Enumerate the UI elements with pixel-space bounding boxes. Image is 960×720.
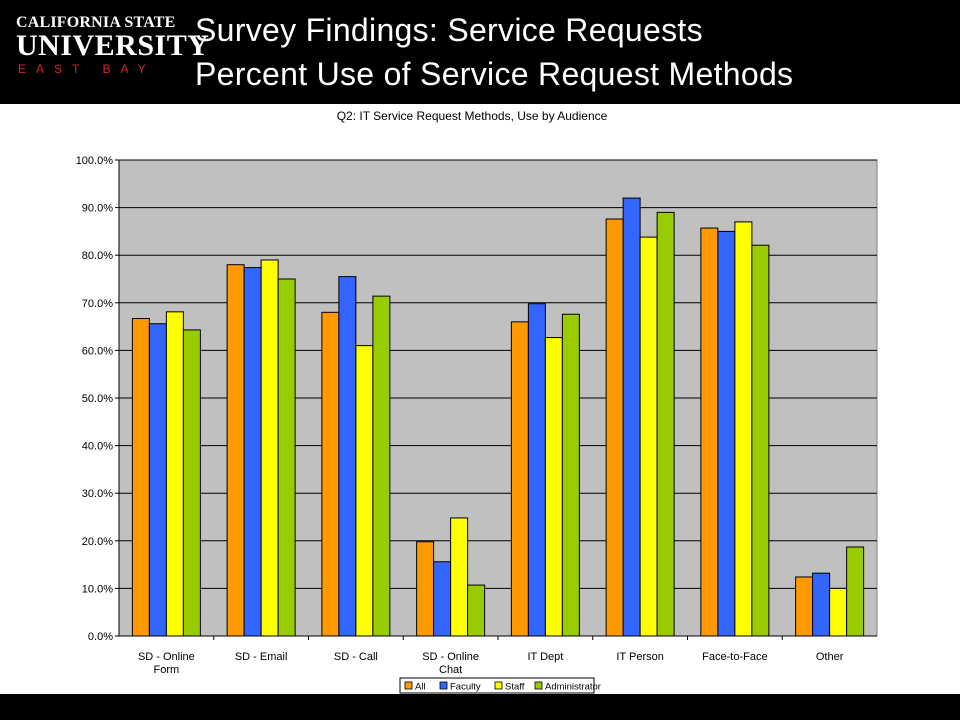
bar-all (226, 264, 245, 637)
footer-bar (0, 694, 960, 720)
bar-all (700, 227, 719, 637)
y-tick-label: 50.0% (82, 393, 113, 405)
y-tick-label: 90.0% (82, 203, 113, 215)
bar-administrator (277, 278, 296, 637)
x-tick-label: SD - Online (422, 651, 479, 663)
bar-staff (165, 311, 184, 637)
chart-title: Q2: IT Service Request Methods, Use by A… (337, 109, 608, 123)
y-tick-label: 10.0% (82, 583, 113, 595)
bar-administrator (182, 329, 201, 637)
bar-staff (450, 517, 469, 637)
bar-chart: Q2: IT Service Request Methods, Use by A… (76, 109, 878, 694)
y-tick-label: 80.0% (82, 250, 113, 262)
bar-faculty (622, 197, 641, 637)
bar-faculty (433, 561, 452, 637)
bar-administrator (561, 313, 580, 637)
bar-all (795, 576, 814, 637)
legend-swatch (404, 681, 413, 690)
header-bar: CALIFORNIA STATE UNIVERSITY EAST BAY Sur… (0, 0, 960, 104)
bar-faculty (148, 323, 167, 637)
bar-staff (260, 259, 279, 637)
university-logo: CALIFORNIA STATE UNIVERSITY EAST BAY (10, 14, 209, 84)
bar-staff (544, 337, 563, 637)
y-tick-label: 60.0% (82, 345, 113, 357)
bar-administrator (467, 584, 486, 637)
y-tick-label: 100.0% (76, 155, 114, 167)
x-tick-label: Form (154, 664, 180, 676)
bar-all (605, 218, 624, 637)
y-tick-label: 20.0% (82, 536, 113, 548)
legend-label: All (415, 682, 426, 693)
legend-label: Administrator (545, 682, 601, 693)
slide-subtitle: Percent Use of Service Request Methods (195, 56, 794, 92)
x-tick-label: SD - Online (138, 651, 195, 663)
bar-staff (734, 221, 753, 637)
y-tick-label: 0.0% (88, 631, 113, 643)
bar-administrator (751, 244, 770, 637)
logo-line-1: CALIFORNIA STATE (16, 14, 176, 31)
bar-staff (355, 345, 374, 637)
logo-line-3: EAST BAY (18, 62, 156, 76)
bar-administrator (846, 546, 865, 637)
logo-line-2: UNIVERSITY (16, 29, 210, 62)
y-tick-label: 70.0% (82, 298, 113, 310)
x-tick-label: Face-to-Face (702, 651, 767, 663)
bar-faculty (717, 230, 736, 637)
chart-panel: Q2: IT Service Request Methods, Use by A… (0, 104, 960, 694)
legend-label: Staff (505, 682, 525, 693)
x-tick-label: Other (816, 651, 844, 663)
legend-swatch (534, 681, 543, 690)
bar-faculty (527, 303, 546, 637)
legend: All Faculty Staff Administrator (399, 677, 601, 694)
bars (131, 197, 865, 637)
bar-faculty (812, 572, 831, 637)
y-tick-label: 30.0% (82, 488, 113, 500)
bar-administrator (372, 295, 391, 637)
bar-staff (829, 587, 848, 637)
bar-all (131, 318, 150, 637)
bar-administrator (656, 211, 675, 637)
bar-faculty (243, 267, 262, 637)
bar-all (416, 541, 435, 637)
legend-swatch (439, 681, 448, 690)
x-tick-label: Chat (439, 664, 462, 676)
x-tick-label: IT Dept (527, 651, 563, 663)
x-tick-label: IT Person (616, 651, 664, 663)
bar-faculty (338, 276, 357, 637)
legend-label: Faculty (450, 682, 481, 693)
x-tick-label: SD - Email (235, 651, 288, 663)
legend-swatch (494, 681, 503, 690)
slide-title: Survey Findings: Service Requests (195, 12, 703, 48)
bar-staff (639, 236, 658, 637)
bar-all (510, 321, 529, 637)
bar-all (321, 311, 340, 637)
x-tick-label: SD - Call (334, 651, 378, 663)
y-tick-label: 40.0% (82, 441, 113, 453)
